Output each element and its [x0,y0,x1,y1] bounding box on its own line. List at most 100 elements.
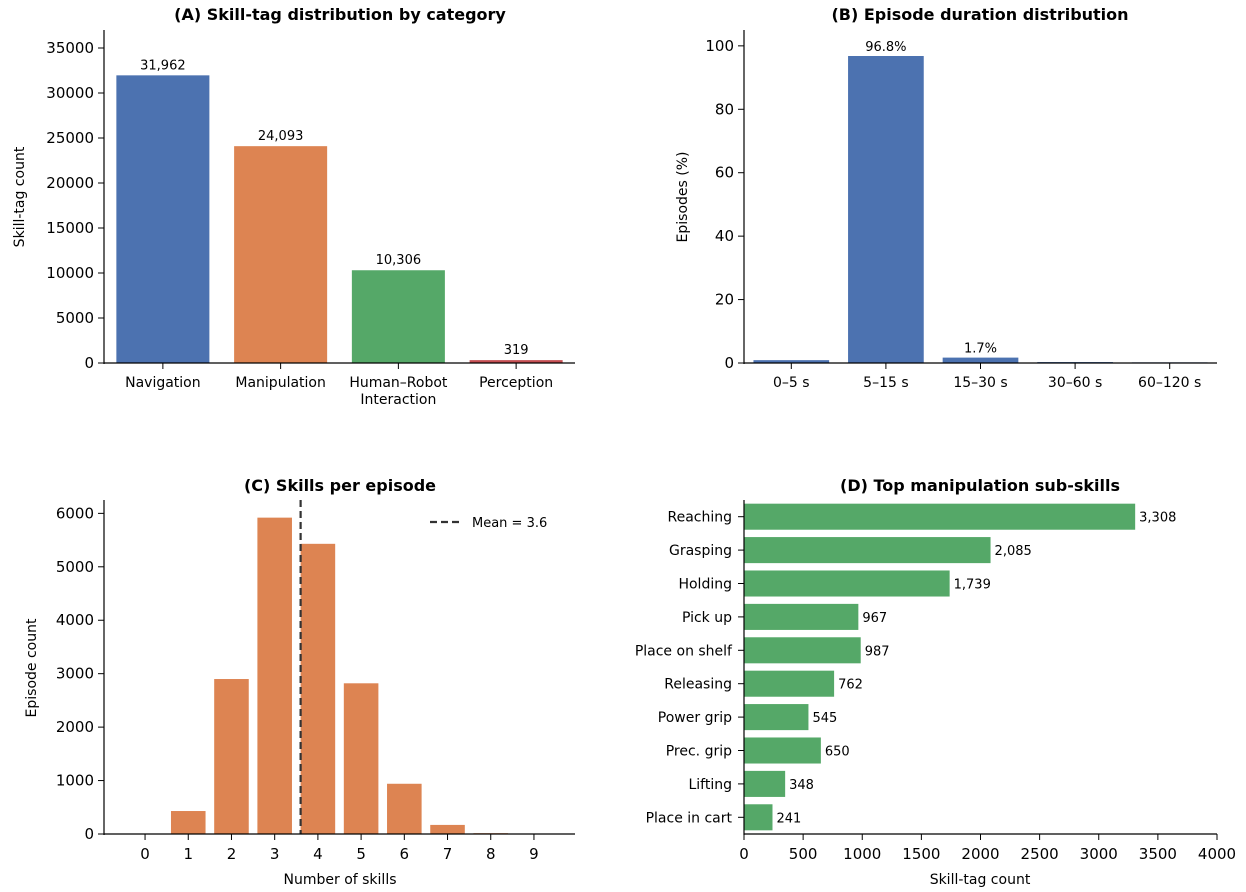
panel-c-y-axis-label: Episode count [24,618,40,717]
y-tick-label: Prec. grip [666,744,732,760]
y-tick-label: 20 [715,291,734,309]
data-label: 987 [865,644,890,659]
data-label: 545 [812,711,837,726]
panel-a-y-axis-label: Skill-tag count [12,146,28,247]
y-tick-label: 15000 [46,219,94,237]
bar [744,604,858,630]
y-tick-label: 10000 [46,264,94,282]
x-tick-label: 9 [529,845,539,863]
y-tick-label: 40 [715,227,734,245]
x-tick-label: 2000 [961,845,999,863]
data-label: 31,962 [140,58,186,73]
y-tick-label: 25000 [46,129,94,147]
bar [744,704,808,730]
data-label: 762 [838,678,863,693]
x-tick-label: 3000 [1080,845,1118,863]
data-label: 967 [862,611,887,626]
data-label: 241 [776,811,801,826]
x-tick-label: Perception [479,375,553,391]
x-tick-label: Interaction [360,392,436,408]
y-tick-label: Pick up [682,610,732,626]
y-tick-label: Reaching [667,510,732,526]
data-label: 319 [504,343,529,358]
data-label: 2,085 [995,544,1032,559]
y-tick-label: 6000 [56,504,94,522]
x-tick-label: 3 [270,845,280,863]
x-tick-label: 30–60 s [1048,375,1102,391]
bar [744,804,772,830]
y-tick-label: Grasping [669,543,732,559]
y-tick-label: Place on shelf [635,643,733,659]
y-tick-label: 3000 [56,665,94,683]
x-tick-label: 1000 [843,845,881,863]
bar [744,570,950,596]
x-tick-label: 5 [356,845,366,863]
y-tick-label: Power grip [658,710,732,726]
panel-d-x-axis-label: Skill-tag count [930,872,1031,888]
bar [257,518,292,834]
y-tick-label: 2000 [56,718,94,736]
y-tick-label: 0 [84,825,94,843]
x-tick-label: 0 [140,845,150,863]
bar [744,637,861,663]
bar [744,737,821,763]
bar [344,683,379,834]
panel-a-title: (A) Skill-tag distribution by category [174,5,506,24]
panel-d-title: (D) Top manipulation sub-skills [840,476,1120,495]
y-tick-label: 5000 [56,309,94,327]
panel-b-y-axis-label: Episodes (%) [675,152,691,243]
data-label: 96.8% [865,40,906,55]
bar [744,504,1135,530]
bar [430,825,465,834]
x-tick-label: 0 [739,845,749,863]
y-tick-label: 0 [84,354,94,372]
bar [943,358,1019,363]
bar [848,56,924,363]
data-label: 24,093 [258,129,304,144]
data-label: 10,306 [376,253,422,268]
bar [744,671,834,697]
x-tick-label: 1500 [902,845,940,863]
y-tick-label: Holding [678,577,732,593]
x-tick-label: 15–30 s [953,375,1007,391]
data-label: 348 [789,778,814,793]
y-tick-label: 5000 [56,558,94,576]
y-tick-label: 35000 [46,39,94,57]
y-tick-label: 4000 [56,611,94,629]
x-tick-label: 7 [443,845,453,863]
panel-c-title: (C) Skills per episode [244,476,436,495]
x-tick-label: 8 [486,845,496,863]
x-tick-label: 60–120 s [1138,375,1201,391]
bar [352,270,445,363]
y-tick-label: 80 [715,100,734,118]
x-tick-label: 5–15 s [863,375,908,391]
y-tick-label: Place in cart [646,810,733,826]
x-tick-label: 500 [789,845,818,863]
panel-c-legend-label: Mean = 3.6 [472,516,547,531]
x-tick-label: 6 [400,845,410,863]
panel-c-x-axis-label: Number of skills [284,872,397,888]
y-tick-label: Lifting [688,777,732,793]
x-tick-label: 1 [183,845,193,863]
panel-b-title: (B) Episode duration distribution [831,5,1128,24]
x-tick-label: Navigation [125,375,201,391]
x-tick-label: 2500 [1021,845,1059,863]
y-tick-label: 30000 [46,84,94,102]
bar [387,784,422,834]
y-tick-label: Releasing [664,677,732,693]
data-label: 1.7% [964,342,997,357]
x-tick-label: 2 [227,845,237,863]
y-tick-label: 0 [724,354,734,372]
x-tick-label: 0–5 s [773,375,810,391]
x-tick-label: Manipulation [235,375,325,391]
bar [214,679,249,834]
x-tick-label: 4000 [1198,845,1236,863]
y-tick-label: 60 [715,164,734,182]
x-tick-label: 4 [313,845,323,863]
data-label: 3,308 [1139,511,1176,526]
bar [171,811,206,834]
bar [744,771,785,797]
bar [301,544,336,834]
data-label: 650 [825,745,850,760]
x-tick-label: Human–Robot [349,375,448,391]
